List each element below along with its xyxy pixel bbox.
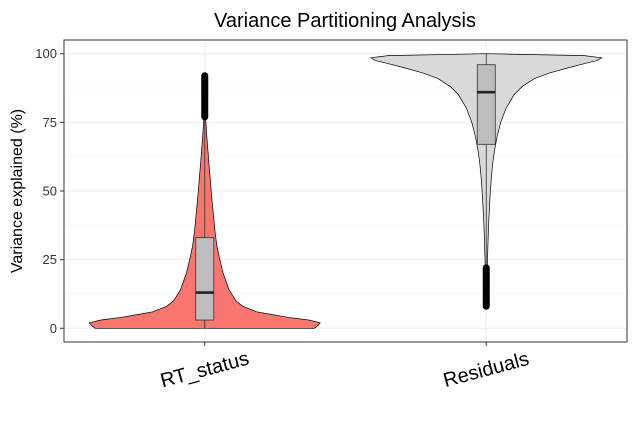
- box-iqr: [195, 237, 215, 321]
- y-axis: 0 25 50 75 100: [35, 46, 64, 336]
- x-axis: RT_status Residuals: [158, 342, 532, 393]
- y-tick-label: 75: [43, 115, 57, 130]
- y-tick-label: 100: [35, 46, 57, 61]
- boxplots: [195, 53, 496, 329]
- y-tick-label: 25: [43, 252, 57, 267]
- chart-title: Variance Partitioning Analysis: [214, 10, 476, 32]
- y-tick-label: 0: [50, 321, 57, 336]
- y-axis-title: Variance explained (%): [9, 109, 26, 273]
- y-tick-label: 50: [43, 184, 57, 199]
- x-tick-label: Residuals: [441, 348, 532, 392]
- x-tick-label: RT_status: [158, 348, 251, 393]
- box-iqr: [476, 64, 496, 145]
